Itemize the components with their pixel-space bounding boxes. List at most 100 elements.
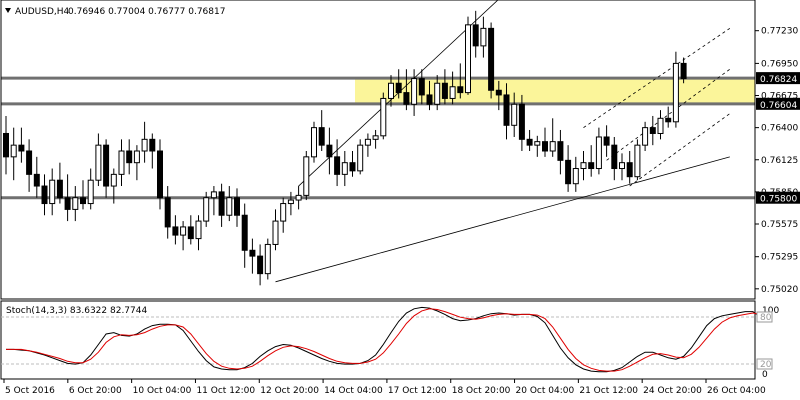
candle-bear bbox=[41, 185, 48, 205]
candle-bull bbox=[195, 220, 202, 240]
candle-bull bbox=[49, 179, 56, 205]
candle-bear bbox=[665, 117, 672, 123]
x-tick-label: 6 Oct 20:00 bbox=[69, 386, 122, 396]
y-tick-label: 0.76950 bbox=[761, 59, 798, 69]
candle-bear bbox=[680, 62, 687, 80]
x-tick-label: 17 Oct 12:00 bbox=[388, 386, 447, 396]
ohlc-values: 0.76946 0.77004 0.76777 0.76817 bbox=[68, 7, 225, 17]
stoch-level-20-label: 20 bbox=[760, 360, 772, 370]
candle-bull bbox=[280, 203, 287, 222]
candle-bear bbox=[495, 89, 502, 96]
candle-bull bbox=[595, 136, 602, 170]
candle-bull bbox=[180, 226, 187, 236]
candle-bull bbox=[303, 156, 310, 196]
level-label: 0.75800 bbox=[760, 195, 797, 205]
x-tick-label: 11 Oct 12:00 bbox=[196, 386, 255, 396]
candle-bear bbox=[418, 78, 425, 96]
candle-bear bbox=[588, 162, 595, 170]
candle-bull bbox=[634, 144, 641, 178]
stoch-panel bbox=[0, 300, 761, 380]
candle-bear bbox=[349, 162, 356, 172]
candle-bull bbox=[133, 150, 140, 164]
x-tick-label: 12 Oct 20:00 bbox=[260, 386, 319, 396]
level-tag bbox=[756, 191, 800, 204]
candle-bear bbox=[542, 141, 548, 152]
candle-bull bbox=[341, 162, 348, 175]
candle-bull bbox=[411, 78, 418, 105]
candle-bull bbox=[357, 144, 364, 172]
candle-bear bbox=[334, 156, 341, 175]
x-tick-label: 5 Oct 2016 bbox=[5, 386, 55, 396]
candle-bull bbox=[203, 197, 210, 222]
candle-bear bbox=[649, 127, 656, 134]
candle-bull bbox=[287, 199, 294, 205]
candle-bull bbox=[264, 243, 271, 275]
candle-bear bbox=[234, 197, 240, 216]
candle-bear bbox=[318, 127, 325, 146]
x-tick-label: 14 Oct 04:00 bbox=[324, 386, 383, 396]
x-tick-label: 10 Oct 04:00 bbox=[133, 386, 192, 396]
symbol-label: AUDUSD,H4 bbox=[15, 7, 70, 17]
stoch-level-20-tag bbox=[756, 358, 773, 370]
candle-bull bbox=[10, 144, 17, 158]
candle-bear bbox=[149, 138, 156, 152]
candle-bear bbox=[126, 150, 133, 164]
x-tick-label: 20 Oct 04:00 bbox=[516, 386, 575, 396]
x-tick-label: 18 Oct 20:00 bbox=[452, 386, 511, 396]
x-tick-label: 21 Oct 12:00 bbox=[579, 386, 638, 396]
candle-bull bbox=[511, 103, 518, 126]
candle-bull bbox=[580, 162, 587, 170]
candle-bear bbox=[3, 132, 9, 158]
stoch-tick-100: 100 bbox=[762, 306, 779, 316]
candle-bull bbox=[388, 82, 394, 99]
trendline-channel-mid bbox=[606, 68, 731, 161]
stoch-panel-frame bbox=[0, 300, 756, 380]
candle-bull bbox=[449, 86, 456, 99]
candle-bear bbox=[472, 24, 479, 47]
candle-bear bbox=[326, 144, 333, 158]
candle-bear bbox=[103, 144, 110, 187]
candle-bull bbox=[619, 162, 625, 170]
candle-bull bbox=[118, 150, 125, 175]
candle-bear bbox=[518, 103, 525, 140]
y-tick-label: 0.75295 bbox=[761, 253, 798, 263]
candle-bull bbox=[534, 141, 541, 146]
candle-bull bbox=[434, 82, 441, 105]
candle-bull bbox=[72, 197, 79, 210]
level-tag bbox=[756, 72, 800, 85]
level-label: 0.76604 bbox=[760, 101, 797, 111]
candle-bear bbox=[395, 82, 402, 94]
candle-bear bbox=[257, 255, 264, 275]
candle-bear bbox=[33, 173, 40, 187]
candle-bull bbox=[95, 144, 102, 181]
x-tick-label: 24 Oct 20:00 bbox=[643, 386, 702, 396]
candle-bear bbox=[457, 86, 464, 94]
x-axis: 5 Oct 2016 6 Oct 20:00 10 Oct 04:00 11 Oct … bbox=[3, 379, 766, 396]
candle-bull bbox=[210, 191, 217, 199]
horizontal-levels: 0.76824 0.76604 0.75800 bbox=[1, 72, 800, 205]
collapse-triangle-icon[interactable] bbox=[5, 8, 11, 13]
main-panel-frame bbox=[0, 0, 756, 300]
candle-bull bbox=[480, 27, 487, 47]
candle-bull bbox=[311, 127, 317, 158]
y-tick-label: 0.76675 bbox=[761, 92, 798, 102]
y-tick-label: 0.75575 bbox=[761, 220, 798, 230]
candle-bull bbox=[226, 197, 233, 216]
candle-bull bbox=[642, 127, 649, 146]
candle-bull bbox=[549, 141, 556, 152]
candle-bear bbox=[557, 141, 564, 161]
candle-bear bbox=[603, 136, 610, 146]
candle-bear bbox=[157, 150, 163, 199]
candle-bear bbox=[626, 162, 633, 178]
candle-bull bbox=[87, 179, 94, 205]
candle-bear bbox=[249, 249, 256, 257]
candle-bull bbox=[372, 135, 379, 140]
stoch-level-80-label: 80 bbox=[760, 313, 772, 323]
candle-bull bbox=[657, 117, 664, 134]
candle-bull bbox=[295, 194, 302, 201]
candle-bear bbox=[426, 94, 433, 105]
level-tag bbox=[756, 97, 800, 110]
candle-bull bbox=[572, 168, 579, 185]
stoch-tick-0: 0 bbox=[762, 370, 768, 380]
